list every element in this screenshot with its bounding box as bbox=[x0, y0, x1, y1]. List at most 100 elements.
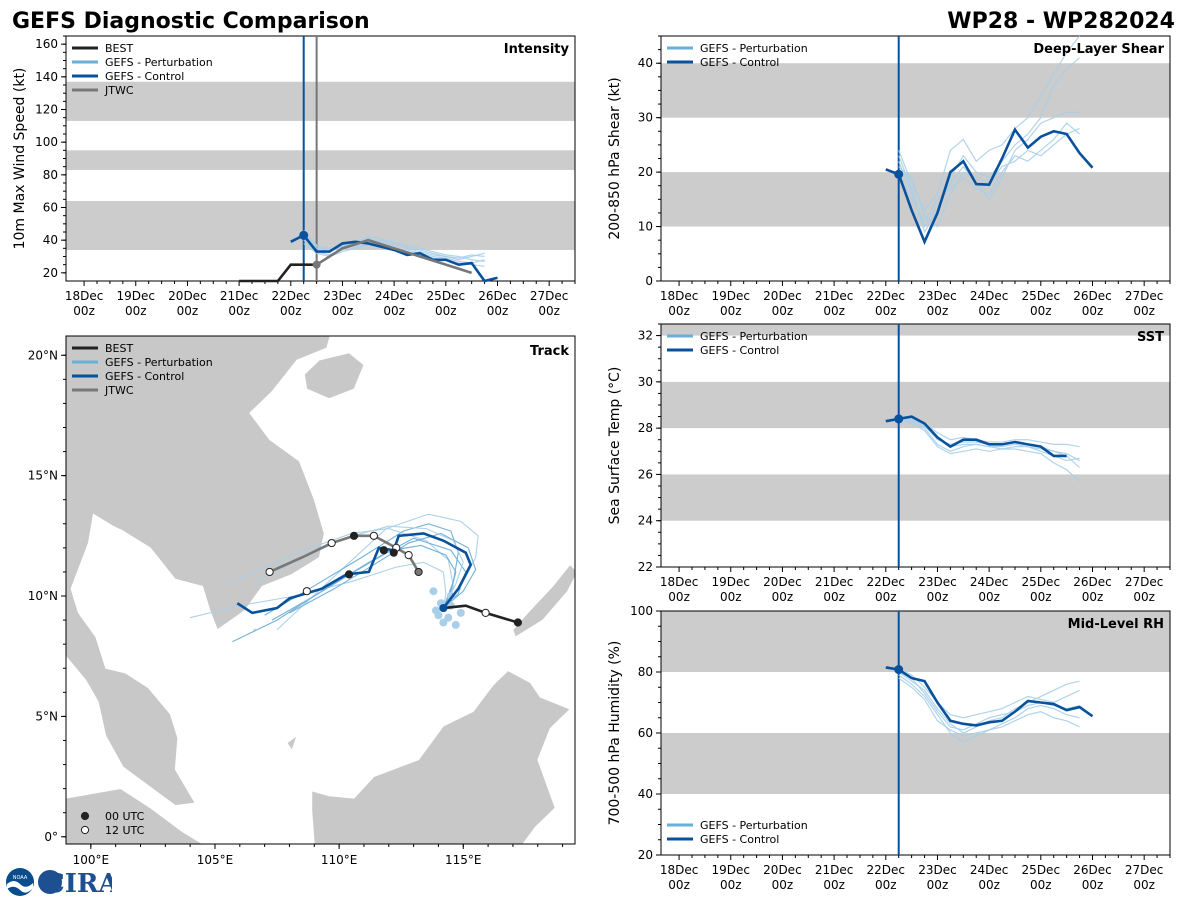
sst-xtick-label-hour: 00z bbox=[823, 590, 845, 604]
sst-legend-label: GEFS - Perturbation bbox=[700, 330, 808, 343]
intensity-xtick-label-hour: 00z bbox=[73, 304, 95, 318]
shear-xtick-label: 24Dec bbox=[970, 289, 1009, 303]
sst-ylabel: Sea Surface Temp (°C) bbox=[607, 367, 623, 525]
shear-xtick-label-hour: 00z bbox=[927, 304, 949, 318]
track-control-marker bbox=[344, 570, 354, 579]
track-ensemble-point bbox=[431, 606, 440, 615]
intensity-series-gefs-control bbox=[290, 233, 498, 283]
shear-legend-label: GEFS - Control bbox=[700, 56, 779, 69]
track-legend-label: GEFS - Control bbox=[105, 370, 184, 383]
track-xtick-label: 110°E bbox=[321, 853, 358, 867]
sst-xtick-label-hour: 00z bbox=[1133, 590, 1155, 604]
shear-xtick-label-hour: 00z bbox=[978, 304, 1000, 318]
intensity-ytick-label: 160 bbox=[35, 37, 58, 51]
rh-xtick-label-hour: 00z bbox=[927, 878, 949, 892]
intensity-xtick-label: 23Dec bbox=[323, 289, 362, 303]
cira-logo-text: CIRA bbox=[44, 869, 112, 898]
shear-ylabel: 200-850 hPa Shear (kt) bbox=[607, 77, 623, 239]
rh-panel: 20 40 60 80 100 700-500 hPa Humidity (%) 18Dec… bbox=[607, 604, 1171, 892]
sst-frame bbox=[660, 323, 1171, 568]
track-ytick-label: 5°N bbox=[35, 709, 58, 723]
rh-init-marker bbox=[894, 665, 904, 675]
rh-ylabel: 700-500 hPa Humidity (%) bbox=[607, 641, 623, 826]
track-ensemble-point bbox=[451, 620, 460, 629]
rh-xtick-label: 27Dec bbox=[1125, 863, 1164, 877]
track-jtwc-marker bbox=[265, 567, 274, 577]
rh-legend-label: GEFS - Perturbation bbox=[700, 819, 808, 832]
intensity-xtick-label-hour: 00z bbox=[177, 304, 199, 318]
intensity-xtick-label-hour: 00z bbox=[538, 304, 560, 318]
sst-xtick-label: 26Dec bbox=[1073, 575, 1112, 589]
intensity-xtick-label: 27Dec bbox=[530, 289, 569, 303]
track-ensemble-point bbox=[439, 618, 448, 627]
track-legend-label: BEST bbox=[105, 342, 133, 355]
shear-xtick-label: 22Dec bbox=[867, 289, 906, 303]
sst-xtick-label-hour: 00z bbox=[927, 590, 949, 604]
cira-globe-icon bbox=[38, 870, 62, 894]
shear-ytick-label: 40 bbox=[638, 56, 653, 70]
intensity-ytick-label: 40 bbox=[43, 233, 58, 247]
sst-xtick-label: 23Dec bbox=[918, 575, 957, 589]
intensity-xtick-label-hour: 00z bbox=[383, 304, 405, 318]
rh-band-0 bbox=[661, 733, 1170, 794]
rh-xtick-label-hour: 00z bbox=[772, 878, 794, 892]
sst-xtick-label-hour: 00z bbox=[720, 590, 742, 604]
sst-ytick-label: 22 bbox=[638, 560, 653, 574]
intensity-xtick-label-hour: 00z bbox=[125, 304, 147, 318]
intensity-xtick-label-hour: 00z bbox=[280, 304, 302, 318]
shear-xtick-label-hour: 00z bbox=[1133, 304, 1155, 318]
intensity-legend-label: JTWC bbox=[104, 84, 134, 97]
intensity-band-2 bbox=[66, 81, 575, 121]
rh-xtick-label-hour: 00z bbox=[1133, 878, 1155, 892]
track-marker-legend-symbol bbox=[80, 825, 90, 835]
philippines-land bbox=[574, 514, 575, 548]
rh-xtick-label-hour: 00z bbox=[875, 878, 897, 892]
intensity-ytick-label: 20 bbox=[43, 266, 58, 280]
rh-xtick-label: 25Dec bbox=[1022, 863, 1061, 877]
shear-xtick-label: 21Dec bbox=[815, 289, 854, 303]
intensity-legend-label: GEFS - Control bbox=[105, 70, 184, 83]
sst-xtick-label-hour: 00z bbox=[1082, 590, 1104, 604]
rh-series-gefs-perturbation-1 bbox=[898, 671, 1080, 734]
track-ytick-label: 0° bbox=[44, 830, 58, 844]
shear-xtick-label-hour: 00z bbox=[668, 304, 690, 318]
track-xtick-label: 105°E bbox=[197, 853, 234, 867]
intensity-init-marker bbox=[299, 230, 309, 240]
intensity-band-1 bbox=[66, 150, 575, 170]
intensity-jtwc-marker bbox=[312, 260, 321, 269]
intensity-xtick-label: 26Dec bbox=[478, 289, 517, 303]
sst-xtick-label-hour: 00z bbox=[875, 590, 897, 604]
rh-series-gefs-perturbation-4 bbox=[898, 677, 1080, 737]
shear-xtick-label: 27Dec bbox=[1125, 289, 1164, 303]
shear-ytick-label: 10 bbox=[638, 220, 653, 234]
track-xtick-label: 100°E bbox=[73, 853, 110, 867]
shear-series-gefs-perturbation-5 bbox=[898, 122, 1080, 223]
intensity-xtick-label: 18Dec bbox=[65, 289, 104, 303]
rh-xtick-label-hour: 00z bbox=[978, 878, 1000, 892]
shear-init-marker bbox=[894, 169, 904, 179]
rh-xtick-label-hour: 00z bbox=[720, 878, 742, 892]
intensity-ytick-label: 60 bbox=[43, 201, 58, 215]
shear-band-1 bbox=[661, 63, 1170, 118]
track-title: Track bbox=[530, 344, 569, 359]
sst-xtick-label-hour: 00z bbox=[978, 590, 1000, 604]
rh-xtick-label-hour: 00z bbox=[668, 878, 690, 892]
sst-xtick-label: 18Dec bbox=[660, 575, 699, 589]
track-best-line bbox=[443, 604, 519, 624]
sst-series-gefs-control bbox=[885, 415, 1067, 458]
natuna-land bbox=[286, 734, 298, 751]
rh-ytick-label: 100 bbox=[630, 604, 653, 618]
intensity-ytick-label: 120 bbox=[35, 103, 58, 117]
intensity-panel: 20 40 60 80 100 120 140 160 10m Max Wind Speed (… bbox=[12, 35, 576, 318]
intensity-xtick-label-hour: 00z bbox=[332, 304, 354, 318]
rh-xtick-label: 21Dec bbox=[815, 863, 854, 877]
noaa-logo-text: NOAA bbox=[13, 875, 28, 881]
track-jtwc-marker bbox=[404, 550, 413, 560]
rh-xtick-label: 26Dec bbox=[1073, 863, 1112, 877]
intensity-xtick-label: 22Dec bbox=[272, 289, 311, 303]
track-perturbation-line bbox=[264, 523, 459, 616]
track-legend-label: JTWC bbox=[104, 384, 134, 397]
sst-band-2 bbox=[661, 324, 1170, 336]
